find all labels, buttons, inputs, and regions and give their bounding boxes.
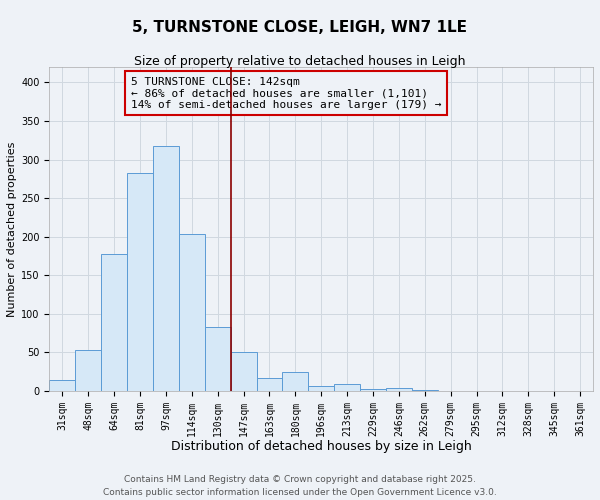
Bar: [205, 327, 230, 391]
Bar: [334, 384, 360, 391]
Bar: [283, 372, 308, 391]
Bar: [76, 350, 101, 391]
Bar: [127, 172, 153, 391]
Bar: [412, 390, 438, 391]
Bar: [153, 146, 179, 391]
Text: 5 TURNSTONE CLOSE: 142sqm
← 86% of detached houses are smaller (1,101)
14% of se: 5 TURNSTONE CLOSE: 142sqm ← 86% of detac…: [131, 76, 442, 110]
Bar: [360, 388, 386, 391]
Bar: [257, 378, 283, 391]
Y-axis label: Number of detached properties: Number of detached properties: [7, 141, 17, 316]
Bar: [308, 386, 334, 391]
X-axis label: Distribution of detached houses by size in Leigh: Distribution of detached houses by size …: [171, 440, 472, 453]
Text: Contains HM Land Registry data © Crown copyright and database right 2025.: Contains HM Land Registry data © Crown c…: [124, 476, 476, 484]
Text: Contains public sector information licensed under the Open Government Licence v3: Contains public sector information licen…: [103, 488, 497, 497]
Text: 5, TURNSTONE CLOSE, LEIGH, WN7 1LE: 5, TURNSTONE CLOSE, LEIGH, WN7 1LE: [133, 20, 467, 35]
Bar: [179, 234, 205, 391]
Bar: [386, 388, 412, 391]
Bar: [101, 254, 127, 391]
Bar: [49, 380, 76, 391]
Bar: [230, 352, 257, 391]
Text: Size of property relative to detached houses in Leigh: Size of property relative to detached ho…: [134, 55, 466, 68]
